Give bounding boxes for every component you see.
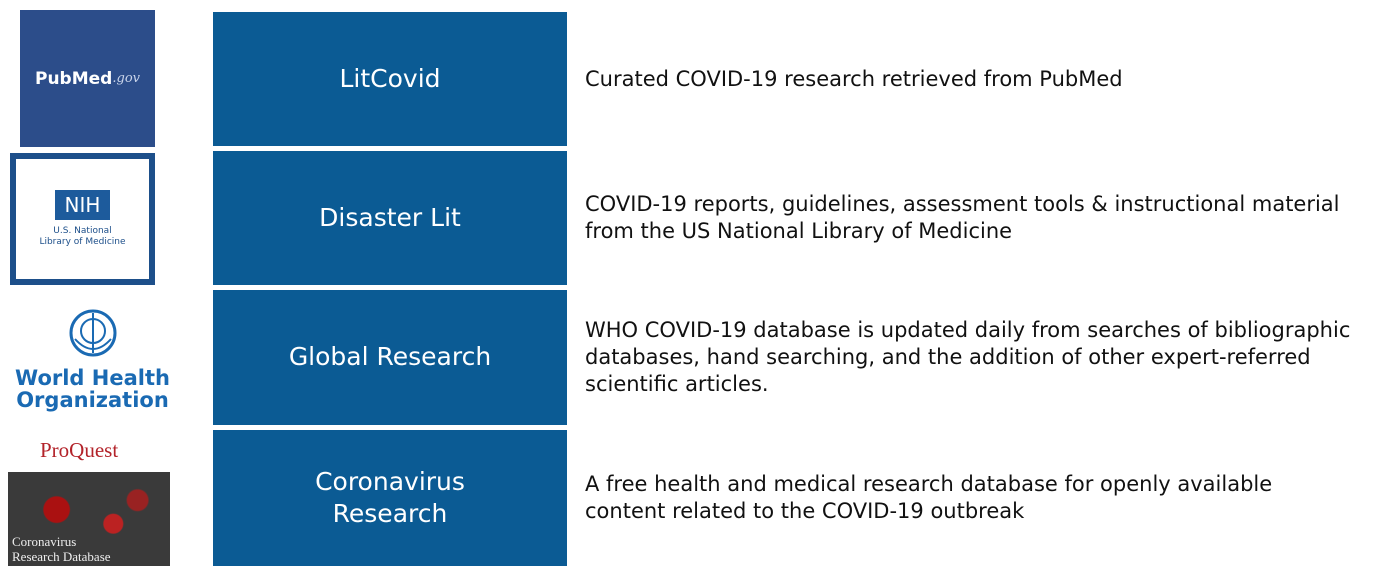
description: WHO COVID-19 database is updated daily f… (585, 318, 1351, 396)
description: COVID-19 reports, guidelines, assessment… (585, 192, 1340, 243)
logo-text: World Health Organization (15, 365, 170, 412)
logo-text: NIH (54, 190, 111, 221)
who-emblem (69, 309, 116, 357)
resource-button[interactable]: Global Research (213, 290, 567, 425)
pubmed-logo: PubMed .gov (20, 10, 155, 147)
proquest-logo: ProQuest Coronavirus Research Database (0, 430, 185, 566)
resource-button[interactable]: Coronavirus Research (213, 430, 567, 566)
resource-button[interactable]: Disaster Lit (213, 151, 567, 285)
nih-logo-inner: NIH U.S. National Library of Medicine (16, 159, 149, 279)
who-logo: World Health Organization (0, 290, 185, 425)
logo-text: ProQuest (40, 438, 119, 462)
logo-text: PubMed (35, 68, 113, 89)
description: A free health and medical research datab… (585, 472, 1273, 523)
logo-suffix: Coronavirus Research Database (12, 534, 111, 564)
map-image: Coronavirus Research Database (8, 472, 170, 566)
resource-button[interactable]: LitCovid (213, 12, 567, 146)
description: Curated COVID-19 research retrieved from… (585, 66, 1123, 91)
nih-logo: NIH U.S. National Library of Medicine (10, 153, 155, 285)
logo-suffix: .gov (112, 71, 140, 86)
logo-suffix: U.S. National Library of Medicine (39, 226, 126, 247)
